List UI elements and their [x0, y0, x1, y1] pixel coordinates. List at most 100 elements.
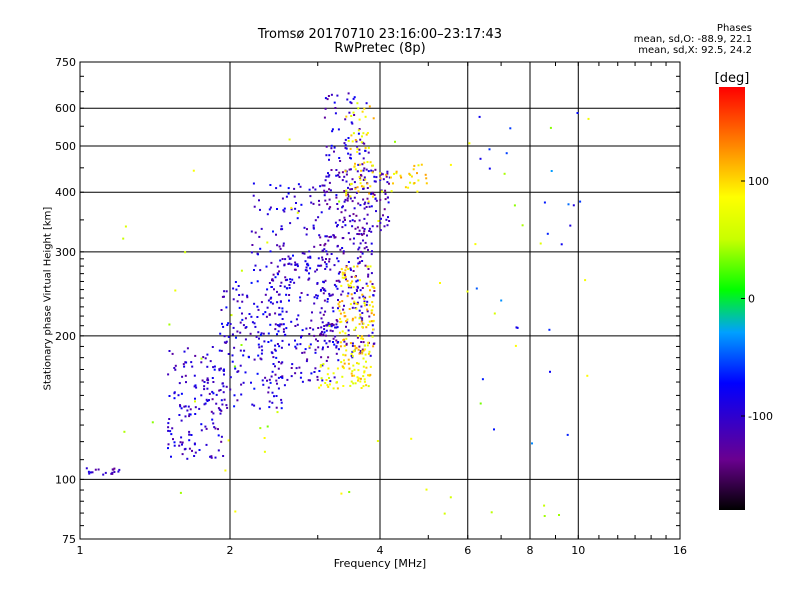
- data-point: [305, 266, 308, 269]
- data-point: [304, 260, 307, 263]
- data-point: [351, 317, 354, 320]
- data-point: [319, 365, 322, 368]
- data-point: [226, 406, 229, 409]
- data-point: [361, 293, 364, 296]
- data-point: [348, 491, 351, 493]
- data-point: [329, 380, 332, 383]
- data-point: [373, 342, 376, 345]
- data-point: [340, 284, 343, 287]
- data-point: [345, 278, 347, 281]
- data-point: [184, 415, 187, 418]
- data-point: [354, 139, 357, 141]
- data-point: [338, 280, 341, 283]
- data-point: [341, 226, 344, 229]
- data-point: [323, 281, 325, 284]
- data-point: [370, 192, 372, 195]
- data-point: [514, 344, 517, 347]
- data-point: [272, 356, 275, 359]
- data-point: [331, 130, 334, 133]
- data-point: [505, 152, 508, 155]
- data-point: [173, 444, 176, 447]
- data-point: [356, 226, 359, 229]
- data-point: [253, 269, 255, 271]
- data-point: [270, 375, 273, 378]
- data-point: [351, 374, 354, 377]
- data-point: [283, 207, 286, 210]
- data-point: [249, 332, 252, 335]
- data-point: [361, 312, 364, 314]
- data-point: [335, 196, 338, 199]
- data-point: [357, 202, 360, 205]
- data-point: [178, 382, 181, 385]
- data-point: [321, 330, 323, 333]
- data-point: [372, 345, 375, 348]
- data-point: [387, 216, 389, 219]
- data-point: [268, 313, 271, 316]
- data-point: [367, 200, 370, 203]
- grid-lines: [80, 62, 680, 539]
- data-point: [233, 365, 236, 368]
- data-point: [490, 511, 493, 514]
- data-point: [240, 383, 243, 386]
- data-point: [353, 237, 355, 240]
- data-point: [266, 379, 268, 382]
- data-point: [313, 371, 316, 373]
- data-point: [208, 399, 210, 402]
- data-point: [379, 198, 382, 201]
- data-point: [513, 204, 516, 207]
- data-point: [111, 472, 114, 475]
- data-point: [329, 329, 332, 332]
- data-point: [327, 175, 330, 178]
- data-point: [319, 311, 322, 314]
- data-point: [326, 298, 329, 300]
- data-point: [316, 294, 319, 297]
- data-point: [548, 328, 551, 331]
- data-point: [364, 115, 367, 118]
- data-point: [468, 142, 471, 145]
- data-point: [341, 206, 344, 209]
- data-point: [90, 471, 92, 474]
- data-point: [183, 365, 186, 368]
- data-point: [337, 303, 340, 306]
- phase-stats-x: mean, sd,X: 92.5, 24.2: [638, 45, 752, 56]
- data-point: [261, 349, 264, 352]
- data-point: [342, 353, 345, 356]
- data-point: [235, 336, 237, 339]
- data-point: [323, 339, 326, 342]
- data-point: [220, 309, 223, 311]
- data-point: [366, 234, 368, 237]
- data-point: [386, 196, 389, 199]
- data-point: [208, 392, 211, 395]
- data-point: [320, 211, 323, 214]
- data-point: [349, 303, 352, 306]
- data-point: [550, 170, 553, 172]
- data-point: [293, 268, 296, 271]
- data-point: [178, 414, 181, 416]
- data-point: [276, 411, 279, 414]
- data-point: [360, 185, 363, 188]
- data-point: [183, 405, 186, 408]
- data-point: [305, 360, 308, 363]
- data-point: [356, 150, 359, 153]
- data-point: [321, 287, 324, 289]
- data-point: [362, 169, 365, 172]
- data-point: [225, 385, 228, 388]
- data-point: [371, 250, 373, 253]
- data-point: [213, 365, 216, 368]
- data-point: [314, 351, 317, 354]
- data-point: [366, 182, 369, 185]
- data-point: [250, 281, 253, 284]
- data-point: [324, 279, 327, 282]
- data-point: [299, 343, 302, 346]
- data-point: [320, 288, 322, 291]
- data-point: [171, 352, 174, 355]
- data-point: [285, 293, 288, 296]
- data-point: [206, 365, 209, 368]
- data-point: [168, 350, 171, 352]
- data-point: [267, 341, 270, 343]
- data-point: [348, 308, 351, 310]
- data-point: [316, 282, 319, 284]
- data-point: [364, 344, 366, 347]
- data-point: [366, 308, 369, 311]
- data-point: [300, 371, 303, 374]
